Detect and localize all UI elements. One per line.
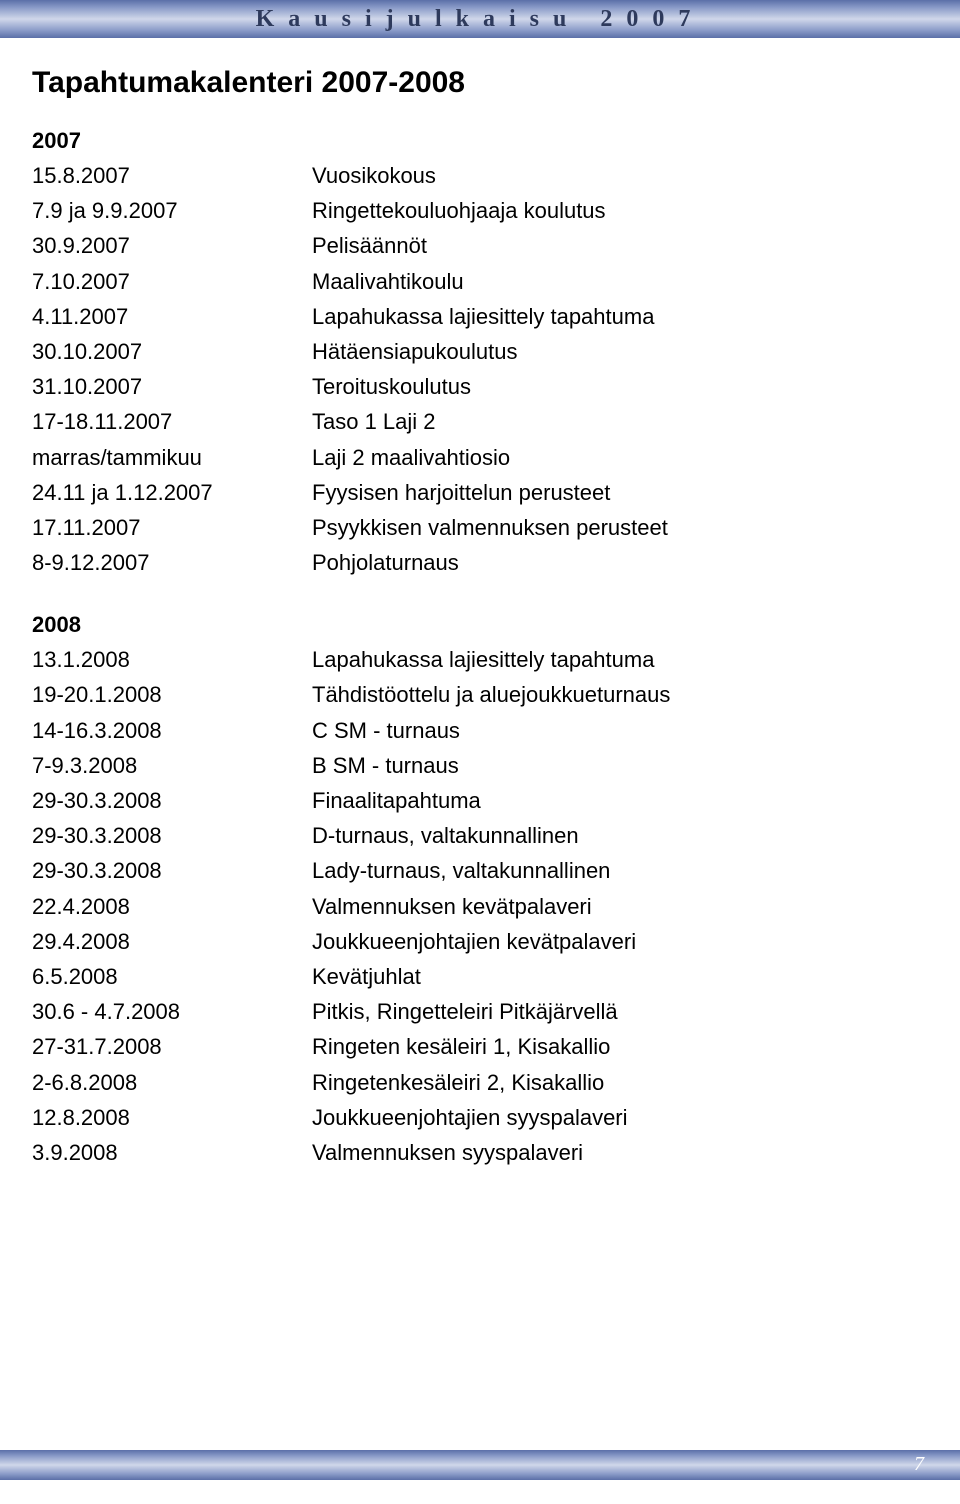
event-date: 13.1.2008 [32,642,312,677]
event-description: Finaalitapahtuma [312,783,912,818]
event-row: 27-31.7.2008Ringeten kesäleiri 1, Kisaka… [32,1029,912,1064]
event-date: 30.6 - 4.7.2008 [32,994,312,1029]
event-date: 27-31.7.2008 [32,1029,312,1064]
event-date: 29.4.2008 [32,924,312,959]
event-date: 12.8.2008 [32,1100,312,1135]
event-date: 8-9.12.2007 [32,545,312,580]
event-row: 15.8.2007Vuosikokous [32,158,912,193]
event-row: 2-6.8.2008Ringetenkesäleiri 2, Kisakalli… [32,1065,912,1100]
event-date: 4.11.2007 [32,299,312,334]
event-row: 19-20.1.2008Tähdistöottelu ja aluejoukku… [32,677,912,712]
event-row: 24.11 ja 1.12.2007Fyysisen harjoittelun … [32,475,912,510]
event-row: 12.8.2008Joukkueenjohtajien syyspalaveri [32,1100,912,1135]
event-description: Valmennuksen syyspalaveri [312,1135,912,1170]
event-row: 4.11.2007Lapahukassa lajiesittely tapaht… [32,299,912,334]
event-date: 3.9.2008 [32,1135,312,1170]
event-description: Joukkueenjohtajien syyspalaveri [312,1100,912,1135]
event-date: 19-20.1.2008 [32,677,312,712]
event-description: Psyykkisen valmennuksen perusteet [312,510,912,545]
event-description: Lapahukassa lajiesittely tapahtuma [312,642,912,677]
event-date: 30.9.2007 [32,228,312,263]
event-description: Valmennuksen kevätpalaveri [312,889,912,924]
event-row: 7-9.3.2008B SM - turnaus [32,748,912,783]
header-bar: Kausijulkaisu 2007 [0,0,960,38]
event-description: Pitkis, Ringetteleiri Pitkäjärvellä [312,994,912,1029]
event-description: C SM - turnaus [312,713,912,748]
event-description: Tähdistöottelu ja aluejoukkueturnaus [312,677,912,712]
event-row: 7.10.2007Maalivahtikoulu [32,264,912,299]
event-description: Lady-turnaus, valtakunnallinen [312,853,912,888]
event-date: 29-30.3.2008 [32,783,312,818]
event-date: 17-18.11.2007 [32,404,312,439]
event-description: Kevätjuhlat [312,959,912,994]
event-date: 22.4.2008 [32,889,312,924]
event-row: 7.9 ja 9.9.2007Ringettekouluohjaaja koul… [32,193,912,228]
event-description: Pohjolaturnaus [312,545,912,580]
event-description: Teroituskoulutus [312,369,912,404]
event-date: 2-6.8.2008 [32,1065,312,1100]
event-row: 22.4.2008Valmennuksen kevätpalaveri [32,889,912,924]
event-date: 7.10.2007 [32,264,312,299]
event-row: 14-16.3.2008C SM - turnaus [32,713,912,748]
event-date: 29-30.3.2008 [32,853,312,888]
event-row: 29.4.2008Joukkueenjohtajien kevätpalaver… [32,924,912,959]
event-row: 30.10.2007Hätäensiapukoulutus [32,334,912,369]
header-title: Kausijulkaisu 2007 [256,6,705,33]
event-date: 24.11 ja 1.12.2007 [32,475,312,510]
year-heading: 2007 [32,128,912,154]
event-description: Hätäensiapukoulutus [312,334,912,369]
event-row: 8-9.12.2007Pohjolaturnaus [32,545,912,580]
event-date: 6.5.2008 [32,959,312,994]
page-number: 7 [914,1453,924,1476]
event-row: 30.9.2007Pelisäännöt [32,228,912,263]
event-date: 17.11.2007 [32,510,312,545]
event-date: marras/tammikuu [32,440,312,475]
event-date: 15.8.2007 [32,158,312,193]
event-date: 7-9.3.2008 [32,748,312,783]
event-date: 30.10.2007 [32,334,312,369]
event-description: Joukkueenjohtajien kevätpalaveri [312,924,912,959]
event-row: 29-30.3.2008Finaalitapahtuma [32,783,912,818]
event-description: Maalivahtikoulu [312,264,912,299]
event-description: Taso 1 Laji 2 [312,404,912,439]
event-description: Lapahukassa lajiesittely tapahtuma [312,299,912,334]
event-row: 30.6 - 4.7.2008Pitkis, Ringetteleiri Pit… [32,994,912,1029]
event-description: Ringetenkesäleiri 2, Kisakallio [312,1065,912,1100]
page-content: Tapahtumakalenteri 2007-2008 2007 15.8.20… [0,38,960,1170]
event-date: 14-16.3.2008 [32,713,312,748]
event-description: Ringettekouluohjaaja koulutus [312,193,912,228]
year-heading: 2008 [32,612,912,638]
event-description: D-turnaus, valtakunnallinen [312,818,912,853]
main-heading: Tapahtumakalenteri 2007-2008 [32,66,912,100]
event-row: 3.9.2008Valmennuksen syyspalaveri [32,1135,912,1170]
event-row: 13.1.2008Lapahukassa lajiesittely tapaht… [32,642,912,677]
event-description: Pelisäännöt [312,228,912,263]
event-date: 29-30.3.2008 [32,818,312,853]
sections-container: 200715.8.2007Vuosikokous7.9 ja 9.9.2007R… [32,128,912,1170]
event-description: Laji 2 maalivahtiosio [312,440,912,475]
event-date: 7.9 ja 9.9.2007 [32,193,312,228]
event-description: B SM - turnaus [312,748,912,783]
event-date: 31.10.2007 [32,369,312,404]
event-description: Fyysisen harjoittelun perusteet [312,475,912,510]
event-row: 17-18.11.2007Taso 1 Laji 2 [32,404,912,439]
event-row: 17.11.2007Psyykkisen valmennuksen perust… [32,510,912,545]
footer-bar: 7 [0,1450,960,1480]
event-row: 29-30.3.2008D-turnaus, valtakunnallinen [32,818,912,853]
event-row: marras/tammikuuLaji 2 maalivahtiosio [32,440,912,475]
event-row: 29-30.3.2008Lady-turnaus, valtakunnallin… [32,853,912,888]
event-description: Ringeten kesäleiri 1, Kisakallio [312,1029,912,1064]
event-row: 31.10.2007Teroituskoulutus [32,369,912,404]
event-description: Vuosikokous [312,158,912,193]
event-row: 6.5.2008Kevätjuhlat [32,959,912,994]
